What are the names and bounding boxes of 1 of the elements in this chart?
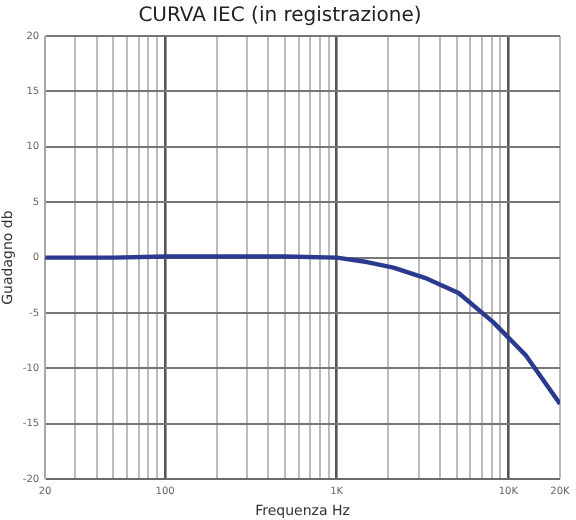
chart-title: CURVA IEC (in registrazione): [138, 5, 422, 28]
